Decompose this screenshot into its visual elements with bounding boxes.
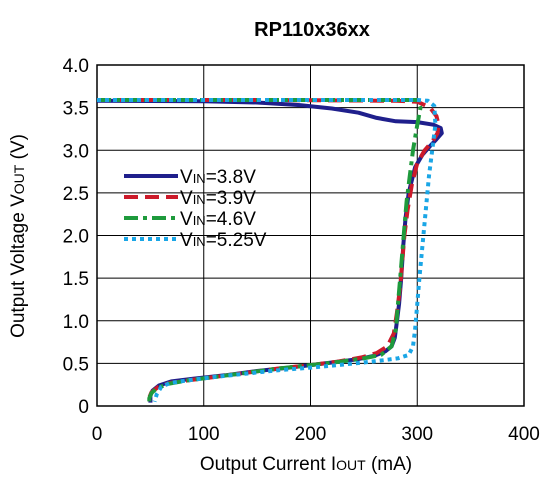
y-tick-label: 3.0 xyxy=(63,141,89,162)
x-tick-label: 300 xyxy=(401,424,433,445)
x-tick-label: 400 xyxy=(508,424,540,445)
plot-frame xyxy=(96,64,525,407)
y-tick-label: 2.5 xyxy=(63,184,89,205)
x-tick-label: 200 xyxy=(295,424,327,445)
y-tick-label: 2.0 xyxy=(63,227,89,248)
x-axis-title-unit: (mA) xyxy=(366,454,412,475)
chart-title: RP110x36xx xyxy=(254,19,370,41)
x-axis-title-sub: OUT xyxy=(336,457,366,473)
legend-label-1: VIN=3.8V xyxy=(180,167,256,188)
series-line-3 xyxy=(97,98,423,404)
y-tick-label: 1.5 xyxy=(63,269,89,290)
legend-label-4: VIN=5.25V xyxy=(180,230,267,251)
series-layer xyxy=(96,98,444,404)
series-line-2 xyxy=(97,98,441,403)
y-axis-title-unit: (V) xyxy=(8,134,29,165)
y-tick-label: 0 xyxy=(78,397,89,418)
y-tick-label: 4.0 xyxy=(63,56,89,77)
tick-labels: 0 100 200 300 400 0 0.5 1.0 1.5 2.0 2.5 3.0 3.5 4.0 xyxy=(63,56,540,445)
grid xyxy=(97,65,524,406)
y-axis-title-sub: OUT xyxy=(11,164,27,194)
x-tick-label: 0 xyxy=(92,424,103,445)
y-tick-label: 1.0 xyxy=(63,312,89,333)
legend-label-3: VIN=4.6V xyxy=(180,209,256,230)
x-tick-label: 100 xyxy=(188,424,220,445)
legend-label-2: VIN=3.9V xyxy=(180,188,256,209)
y-axis-title: Output Voltage VOUT (V) xyxy=(8,134,29,338)
y-axis-title-main: Output Voltage V xyxy=(8,194,29,338)
y-tick-label: 0.5 xyxy=(63,354,89,375)
series-line-4 xyxy=(97,98,438,403)
y-tick-label: 3.5 xyxy=(63,99,89,120)
series-line-1 xyxy=(96,98,444,403)
x-axis-title-main: Output Current I xyxy=(200,454,336,475)
x-axis-title: Output Current IOUT (mA) xyxy=(200,454,412,475)
